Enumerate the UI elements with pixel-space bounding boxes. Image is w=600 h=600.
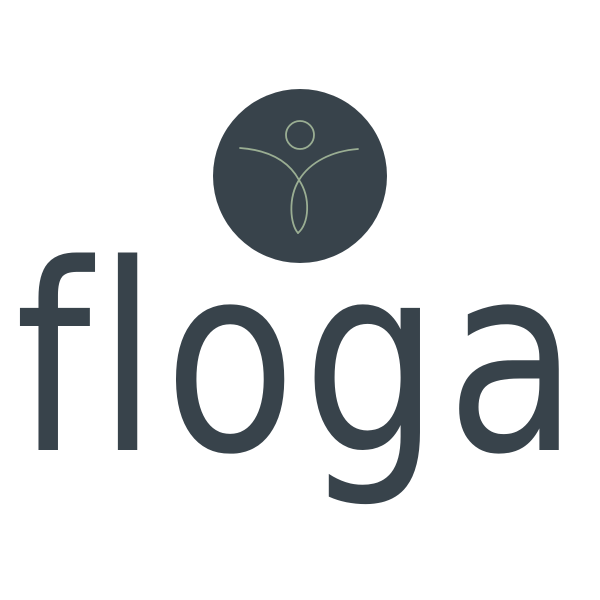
- wordmark-text: floga: [15, 240, 585, 512]
- emblem-background: [213, 89, 387, 263]
- person-arms-raised-icon: [239, 120, 359, 234]
- emblem-circle: [213, 89, 387, 263]
- wordmark: floga: [15, 240, 585, 512]
